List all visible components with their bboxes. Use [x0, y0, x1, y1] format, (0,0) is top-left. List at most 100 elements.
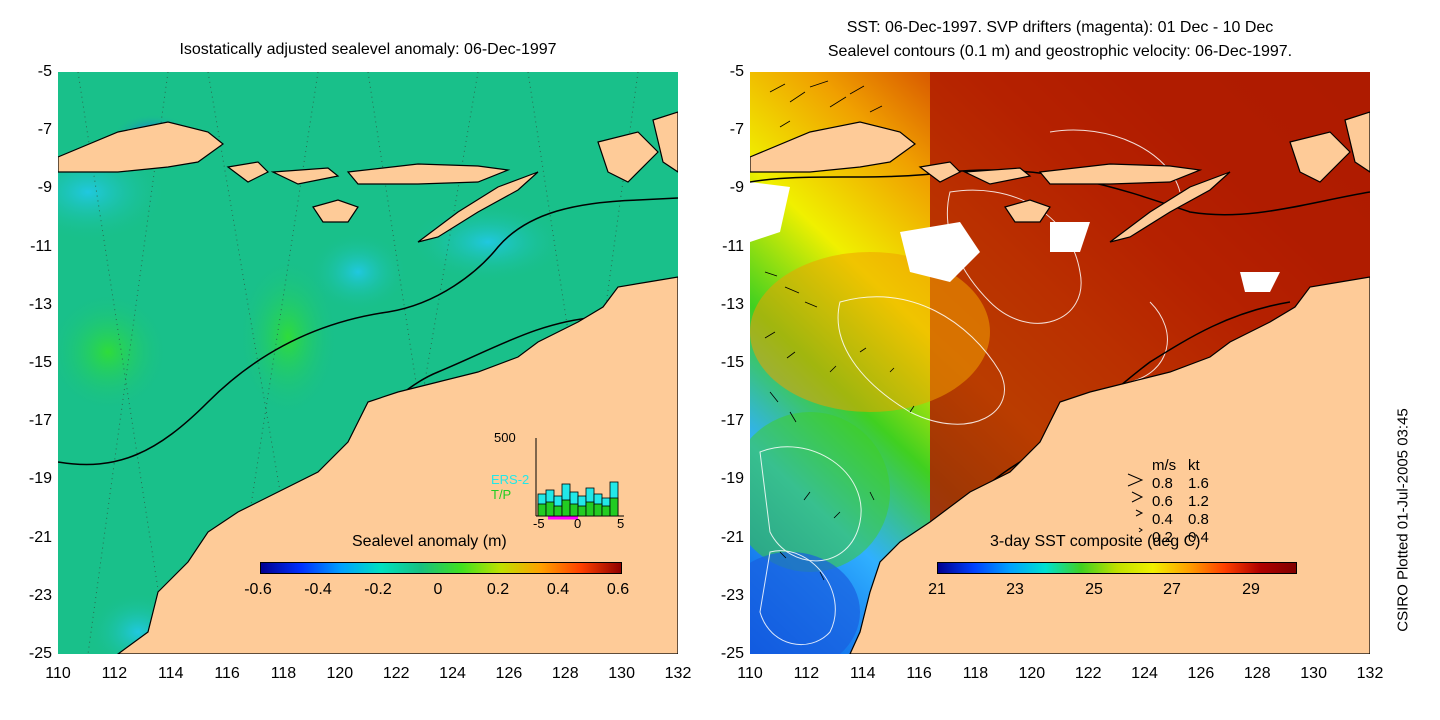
cyan-anomaly-region	[308, 232, 408, 312]
sst-colorbar	[937, 562, 1297, 574]
sst-colorbar-tick: 27	[1163, 581, 1181, 598]
left-longitude-tick: 122	[382, 665, 410, 682]
right-latitude-tick: -23	[720, 586, 744, 604]
sst-colorbar-tick: 29	[1242, 581, 1260, 598]
right-longitude-tick: 116	[906, 665, 932, 682]
sealevel-colorbar-tick: -0.4	[304, 581, 332, 598]
left-longitude-tick: 124	[439, 665, 466, 682]
right-longitude-tick: 118	[962, 665, 989, 682]
right-latitude-tick: -5	[729, 63, 744, 80]
right-latitude-tick: -17	[720, 412, 744, 430]
left-latitude-tick: -15	[28, 354, 52, 371]
java-island	[58, 121, 224, 173]
left-latitude-tick: -17	[28, 412, 52, 430]
right-longitude-tick: 110	[737, 665, 763, 682]
sealevel-colorbar-label: Sealevel anomaly (m)	[352, 533, 507, 550]
sealevel-colorbar-tick: 0.2	[486, 581, 510, 598]
sealevel-colorbar-tick: 0.6	[606, 581, 630, 598]
left-longitude-tick: 118	[270, 665, 297, 682]
left-latitude-tick: -25	[28, 645, 52, 662]
sst-colorbar-tick: 21	[928, 581, 946, 598]
sealevel-colorbar-tick: -0.2	[364, 581, 392, 598]
left-latitude-tick: -11	[30, 237, 52, 255]
right-map-title-line2: Sealevel contours (0.1 m) and geostrophi…	[827, 43, 1293, 60]
sumba-island	[312, 199, 359, 223]
left-longitude-tick: 112	[101, 665, 128, 682]
right-map-title-line1: SST: 06-Dec-1997. SVP drifters (magenta)…	[846, 19, 1274, 36]
australia-landmass	[849, 276, 1370, 654]
speed-legend-header-ms: m/s	[1152, 457, 1177, 474]
geostrophic-velocity-vectors	[764, 80, 915, 581]
aru-island	[597, 131, 659, 183]
sealevel-anomaly-map-svg	[58, 72, 678, 654]
left-longitude-tick: 132	[664, 665, 692, 682]
left-longitude-tick: 126	[495, 665, 523, 682]
speed-legend-ms: 0.8	[1152, 475, 1173, 492]
speed-legend-arrows	[1127, 473, 1144, 533]
cyan-anomaly-region	[408, 202, 568, 282]
left-latitude-tick: -13	[28, 295, 52, 313]
left-latitude-tick: -19	[28, 470, 52, 488]
left-latitude-tick: -7	[37, 121, 52, 139]
timor-island	[1109, 171, 1231, 243]
flores-island	[346, 163, 511, 185]
right-longitude-tick: 124	[1131, 665, 1158, 682]
timor-island	[417, 171, 539, 243]
left-latitude-tick: -9	[37, 179, 52, 197]
speed-legend-ms: 0.4	[1152, 511, 1173, 528]
right-longitude-tick: 132	[1356, 665, 1384, 682]
right-latitude-tick: -9	[729, 179, 744, 197]
sst-cold-region	[750, 552, 860, 654]
sealevel-colorbar-tick: 0.4	[546, 581, 570, 598]
right-longitude-tick: 130	[1300, 665, 1327, 682]
right-longitude-tick: 128	[1243, 665, 1271, 682]
histogram-xtick: -5	[533, 516, 545, 531]
left-map-title: Isostatically adjusted sealevel anomaly:…	[179, 41, 557, 58]
histogram-xtick: 0	[574, 516, 582, 531]
right-latitude-tick: -21	[720, 528, 744, 546]
sst-colorbar-tick: 23	[1006, 581, 1024, 598]
right-latitude-tick: -11	[722, 237, 744, 255]
sst-colorbar-label: 3-day SST composite (deg C)	[990, 533, 1201, 550]
speed-legend-kt: 0.4	[1188, 529, 1209, 546]
histogram-legend-ers2: ERS-2	[491, 472, 530, 487]
left-longitude-tick: 120	[326, 665, 354, 682]
left-longitude-tick: 130	[608, 665, 635, 682]
sst-cool-region	[750, 412, 890, 572]
sst-colorbar-tick: 25	[1085, 581, 1103, 598]
left-longitude-tick: 116	[214, 665, 240, 682]
bali-island	[226, 161, 270, 183]
speed-legend-header-kt: kt	[1188, 457, 1200, 474]
lombok-island	[962, 167, 1032, 185]
flores-island	[1038, 163, 1203, 185]
right-latitude-tick: -7	[729, 121, 744, 139]
speed-legend-ms: 0.2	[1152, 529, 1173, 546]
sst-map-svg	[750, 72, 1370, 654]
histogram-xtick: 5	[617, 516, 625, 531]
aru-island	[1289, 131, 1351, 183]
right-latitude-tick: -13	[720, 295, 744, 313]
australia-landmass	[116, 276, 678, 654]
left-latitude-tick: -21	[28, 528, 52, 546]
speed-legend-kt: 0.8	[1188, 511, 1209, 528]
green-anomaly-region	[238, 257, 338, 417]
left-longitude-tick: 110	[45, 665, 71, 682]
sst-mid-region	[750, 252, 990, 412]
left-latitude-tick: -23	[28, 586, 52, 604]
sealevel-colorbar-tick: -0.6	[244, 581, 272, 598]
right-longitude-tick: 120	[1018, 665, 1046, 682]
histogram-inset	[535, 438, 624, 520]
lombok-island	[270, 167, 340, 185]
sealevel-colorbar	[260, 562, 622, 574]
right-latitude-tick: -19	[720, 470, 744, 488]
bali-island	[918, 161, 962, 183]
right-latitude-tick: -15	[720, 354, 744, 371]
right-longitude-tick: 122	[1074, 665, 1102, 682]
shelf-contour-line	[58, 197, 678, 466]
new-guinea-coast	[652, 111, 678, 173]
sst-map	[750, 72, 1370, 654]
java-island	[750, 121, 916, 173]
sealevel-anomaly-map	[58, 72, 678, 654]
new-guinea-coast	[1344, 111, 1370, 173]
right-longitude-tick: 126	[1187, 665, 1215, 682]
